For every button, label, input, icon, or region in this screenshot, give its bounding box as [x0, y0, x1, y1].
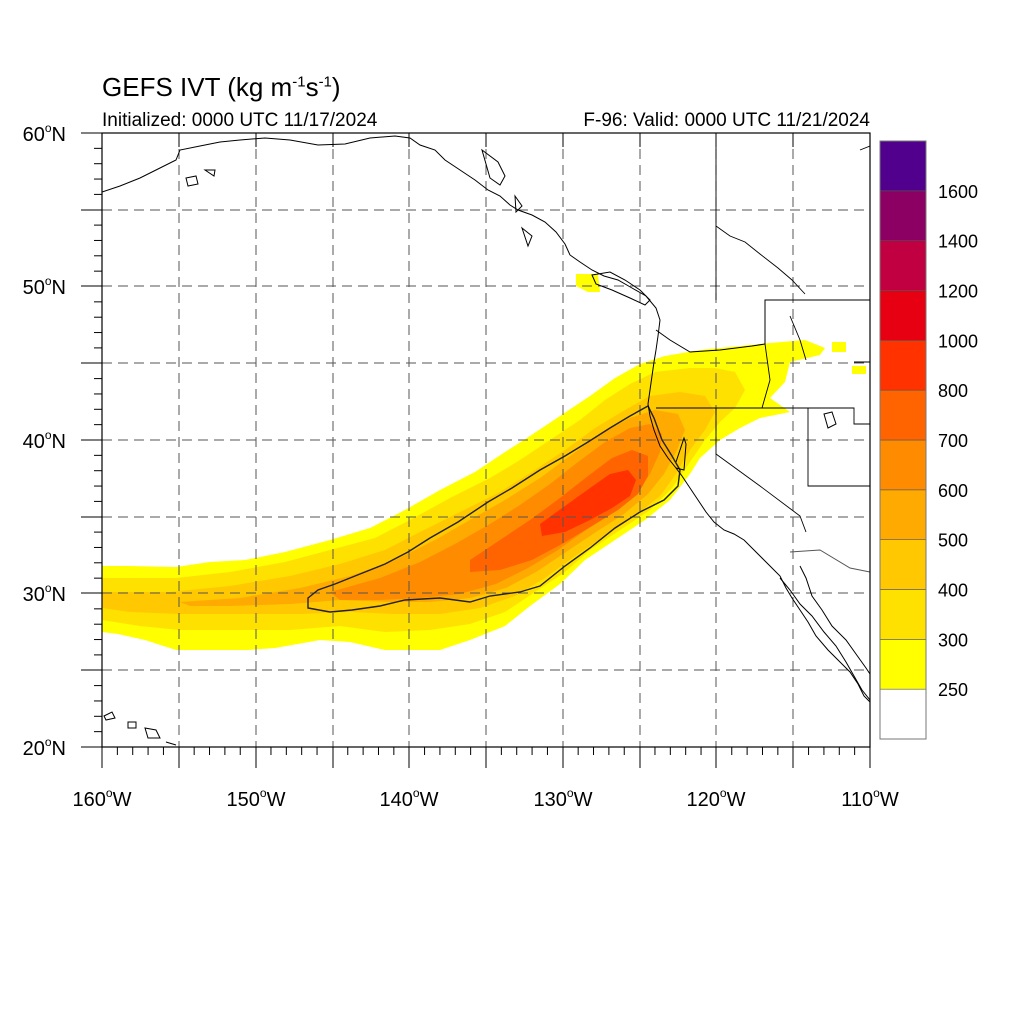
lat-tick-label-30n: 30oN	[23, 581, 66, 606]
colorbar-label: 500	[938, 531, 968, 551]
minor-ticks	[94, 147, 856, 755]
colorbar-swatch	[879, 539, 927, 590]
colorbar-swatch	[879, 190, 927, 241]
ivt-band-400	[102, 392, 715, 614]
colorbar-label: 600	[938, 481, 968, 501]
lat-tick-labels: 60oN 50oN 40oN 30oN 20oN	[23, 121, 66, 760]
lon-tick-label-140w: 140oW	[380, 786, 439, 811]
colorbar-label: 300	[938, 630, 968, 650]
colorbar-swatch	[879, 439, 927, 491]
ivt-band-300	[102, 368, 745, 632]
colorbar: 250 300 400 500 600 700 800 1000 1200 1400 1600	[879, 140, 978, 740]
colorbar-swatch	[879, 389, 927, 441]
coastlines	[102, 134, 870, 746]
lon-tick-label-110w: 110oW	[841, 786, 899, 811]
ivt-contour-outline	[307, 405, 681, 613]
lat-tick-label-20n: 20oN	[23, 735, 66, 760]
colorbar-label: 1200	[938, 282, 978, 302]
colorbar-swatch	[879, 489, 927, 540]
colorbar-swatch	[879, 688, 927, 740]
colorbar-swatch	[879, 290, 927, 341]
ivt-band-800	[540, 470, 636, 536]
ivt-field	[102, 274, 866, 650]
baja-inner	[799, 565, 870, 675]
map-panel: 160oW 150oW 140oW 130oW 120oW 110oW 60oN…	[23, 121, 899, 811]
valid-time: F-96: Valid: 0000 UTC 11/21/2024	[583, 110, 870, 131]
state-borders	[656, 315, 870, 533]
sf-bay	[675, 436, 687, 471]
colorbar-label: 400	[938, 581, 968, 601]
initialized-time: Initialized: 0000 UTC 11/17/2024	[102, 110, 378, 131]
ivt-band-600	[330, 424, 662, 600]
colorbar-frame	[879, 140, 927, 740]
colorbar-label: 800	[938, 381, 968, 401]
colorbar-swatch	[879, 639, 927, 690]
colorbar-swatch	[879, 589, 927, 640]
lon-tick-labels: 160oW 150oW 140oW 130oW 120oW 110oW	[73, 786, 899, 811]
map-title: GEFS IVT (kg m-1s-1)	[102, 72, 341, 102]
ivt-isolated-patch-2	[832, 342, 866, 374]
colorbar-swatch	[879, 240, 927, 291]
bc-coast	[569, 254, 661, 351]
us-west-coast	[647, 349, 870, 703]
lon-tick-label-150w: 150oW	[227, 786, 286, 811]
graticule	[102, 133, 870, 747]
lat-tick-label-40n: 40oN	[23, 428, 66, 453]
colorbar-label: 700	[938, 431, 968, 451]
colorbar-swatch	[879, 140, 927, 192]
alaska-coast	[102, 135, 571, 256]
colorbar-swatch	[879, 340, 927, 391]
colorbar-label: 1600	[938, 182, 978, 202]
lon-tick-label-130w: 130oW	[534, 786, 593, 811]
colorbar-label: 250	[938, 680, 968, 700]
hawaii-islands	[103, 711, 177, 746]
colorbar-label: 1000	[938, 331, 978, 351]
canada-interior	[715, 134, 870, 300]
baja-peninsula	[779, 577, 870, 701]
us-canada-border	[655, 299, 870, 353]
lat-tick-label-60n: 60oN	[23, 121, 66, 146]
colorbar-label: 1400	[938, 232, 978, 252]
vancouver-island	[591, 271, 651, 306]
axis-ticks	[81, 132, 871, 768]
lon-tick-label-160w: 160oW	[73, 786, 132, 811]
alaska-islands	[185, 148, 533, 248]
great-salt-lake	[823, 411, 837, 429]
lat-tick-label-50n: 50oN	[23, 274, 66, 299]
mexico-border	[789, 549, 870, 573]
lon-tick-label-120w: 120oW	[687, 786, 746, 811]
